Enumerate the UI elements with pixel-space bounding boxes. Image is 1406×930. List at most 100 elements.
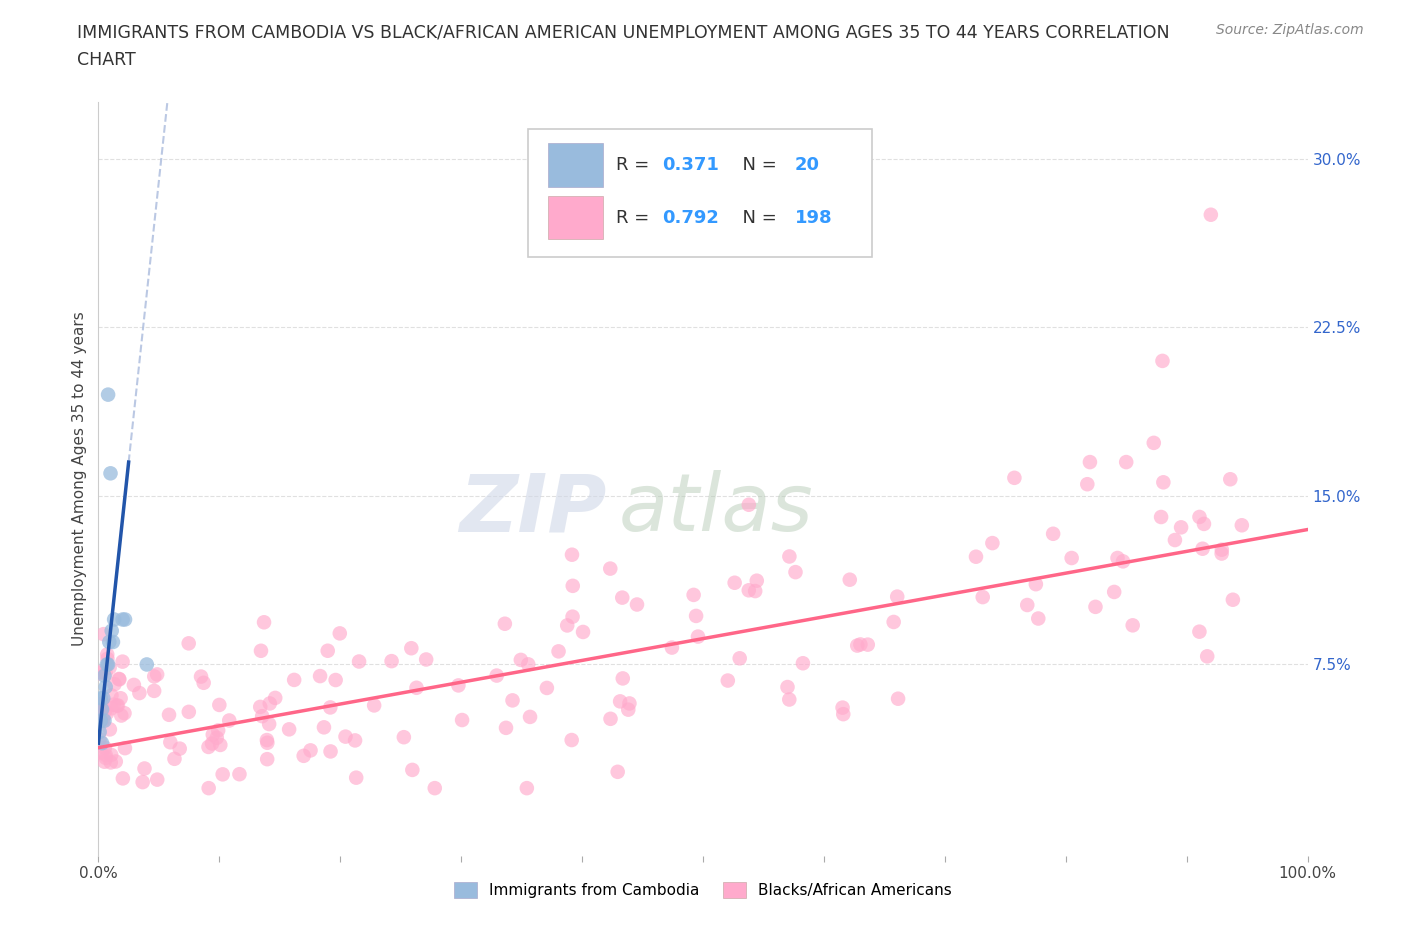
Point [1222,592,1244,607]
Point [316,644,339,658]
Point [146,667,169,682]
Point [110,691,132,706]
Point [190,670,212,684]
Point [972,590,994,604]
Point [495,721,517,736]
Point [90,664,112,679]
Text: 0.792: 0.792 [662,208,718,227]
Point [278,722,301,737]
Point [250,644,273,658]
FancyBboxPatch shape [527,128,872,257]
Point [1191,541,1213,556]
Point [1076,477,1098,492]
Point [159,735,181,750]
Point [1107,551,1129,565]
Point [1170,520,1192,535]
Point [96,657,118,671]
Point [111,771,134,786]
Point [561,609,583,624]
Point [111,654,134,669]
Point [1150,510,1173,525]
Point [91,701,114,716]
Point [89,666,111,681]
Point [169,741,191,756]
Point [1152,353,1174,368]
Bar [548,195,603,239]
Point [392,730,415,745]
Point [516,780,538,795]
Point [856,637,879,652]
Point [619,696,641,711]
Point [1026,611,1049,626]
Point [1211,546,1233,561]
Point [536,681,558,696]
Point [143,669,166,684]
Point [561,578,583,593]
Point [838,572,860,587]
Point [91,736,114,751]
Point [547,644,569,658]
Point [135,657,157,671]
Point [883,615,905,630]
Point [122,677,145,692]
Point [128,685,150,700]
Point [197,739,219,754]
Point [131,775,153,790]
Point [965,550,987,565]
Point [197,780,219,795]
Point [91,713,114,728]
Point [612,591,634,605]
Point [208,698,231,712]
Point [90,697,112,711]
Point [93,627,115,642]
Point [612,671,634,685]
Point [1102,585,1125,600]
Point [256,733,278,748]
Text: R =: R = [616,156,655,174]
Point [1017,598,1039,613]
Point [325,672,347,687]
Point [312,720,335,735]
Text: ZIP: ZIP [458,470,606,548]
Point [1188,624,1211,639]
Point [114,612,136,627]
Point [661,640,683,655]
Point [228,766,250,781]
Point [509,653,531,668]
Point [207,723,229,737]
Point [93,754,115,769]
Point [205,730,228,745]
Point [309,669,332,684]
Legend: Immigrants from Cambodia, Blacks/African Americans: Immigrants from Cambodia, Blacks/African… [449,876,957,905]
Point [97,387,120,402]
Point [114,740,136,755]
Point [100,748,122,763]
Text: 198: 198 [794,208,832,227]
Point [256,736,278,751]
Point [89,724,111,739]
Point [100,466,122,481]
Point [415,652,437,667]
Point [98,722,121,737]
Point [100,755,122,770]
Point [319,744,342,759]
Text: N =: N = [731,208,782,227]
Point [682,588,704,603]
Point [344,770,367,785]
Point [96,651,118,666]
Point [606,764,628,779]
Point [724,576,747,591]
Point [1122,618,1144,632]
Point [218,713,240,728]
Point [108,671,131,686]
Text: atlas: atlas [619,470,813,548]
Point [94,680,117,695]
Point [108,672,131,687]
Text: 0.371: 0.371 [662,156,718,174]
Point [599,561,621,576]
Point [249,699,271,714]
Point [561,547,583,562]
Point [401,641,423,656]
Point [94,740,117,755]
Point [292,749,315,764]
